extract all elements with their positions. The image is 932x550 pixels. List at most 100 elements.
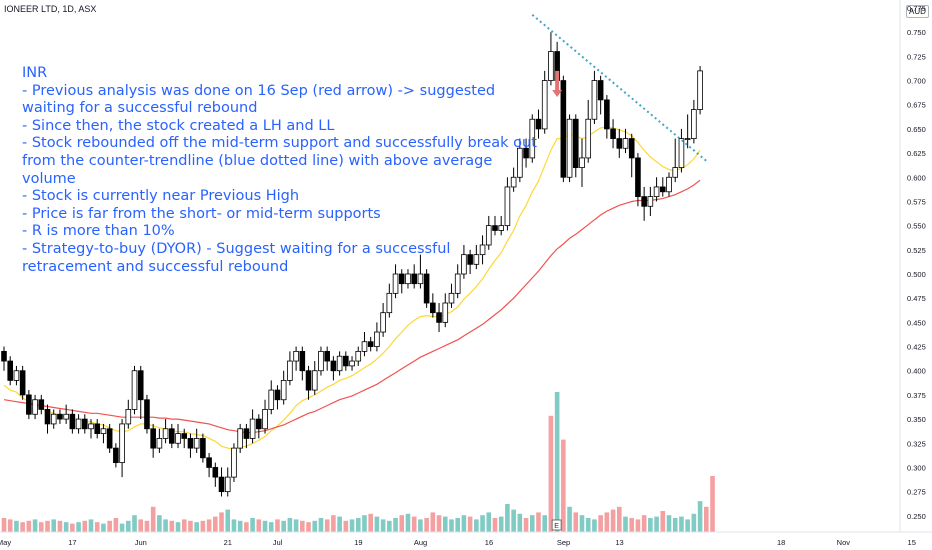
volume-bar [374, 516, 380, 532]
candle-body [75, 418, 82, 430]
volume-bar [641, 515, 647, 532]
candle-body [7, 360, 14, 381]
volume-bar [38, 522, 44, 532]
candle-body [591, 80, 598, 120]
price-tick-label: 0.650 [907, 125, 926, 134]
volume-bar [157, 515, 162, 532]
volume-bar [523, 518, 529, 532]
candle-body [423, 273, 430, 304]
candle-body [287, 360, 293, 381]
volume-bar [349, 519, 355, 532]
volume-bar [14, 520, 19, 532]
candle-body [280, 379, 287, 401]
candle-body [100, 428, 107, 435]
price-tick-label: 0.500 [907, 270, 926, 279]
volume-bar [45, 520, 50, 532]
price-tick-label: 0.325 [907, 439, 926, 448]
candle-body [610, 128, 616, 139]
candle-body [367, 341, 374, 347]
volume-bar [126, 520, 131, 532]
volume-bar [387, 520, 392, 532]
candle-body [88, 423, 94, 430]
price-tick-label: 0.350 [907, 415, 926, 424]
ma-mid-line [3, 179, 701, 434]
volume-bar [57, 520, 63, 532]
note-line: retracement and successful rebound [22, 258, 289, 275]
candle-body [311, 370, 318, 391]
earnings-marker-label: E [554, 523, 559, 530]
volume-bar [554, 392, 560, 532]
volume-bar [244, 522, 249, 532]
price-tick-label: 0.600 [907, 173, 926, 182]
note-line: - Stock rebounded off the mid-term suppo… [22, 135, 537, 152]
candle-body [355, 350, 362, 362]
candle-body [243, 428, 250, 439]
candle-body [572, 118, 579, 169]
candle-body [50, 413, 57, 425]
volume-bar [1, 518, 7, 532]
time-tick-label: 16 [485, 538, 493, 547]
candle-body [616, 138, 623, 149]
volume-bar [592, 519, 597, 532]
volume-bar [436, 515, 442, 532]
candle-body [436, 312, 442, 323]
candle-body [38, 399, 45, 410]
note-line: from the counter-trendline (blue dotted … [22, 152, 493, 169]
volume-bar [275, 519, 280, 532]
volume-bar [368, 513, 373, 532]
candle-body [231, 447, 237, 478]
note-line: - Since then, the stock created a LH and… [22, 117, 335, 134]
volume-bar [449, 519, 454, 532]
volume-bar [498, 516, 504, 532]
candle-body [678, 138, 685, 168]
price-tick-label: 0.300 [907, 463, 926, 472]
candle-body [256, 418, 262, 430]
candle-body [604, 99, 610, 130]
volume-bar [331, 515, 336, 532]
note-line: - Strategy-to-buy (DYOR) - Suggest waiti… [22, 240, 451, 257]
price-axis[interactable]: 0.775 0.750 0.725 0.700 0.675 0.650 0.625 0.600… [899, 0, 926, 532]
volume-bar [63, 522, 69, 532]
time-tick-label: 15 [908, 538, 916, 547]
candle-body [653, 186, 660, 198]
volume-bar [629, 518, 635, 532]
volume-bar [480, 515, 485, 532]
volume-bar [300, 520, 305, 532]
candle-body [579, 157, 585, 169]
candle-body [330, 360, 337, 372]
candle-body [193, 438, 200, 449]
price-tick-label: 0.550 [907, 222, 926, 231]
candle-body [622, 138, 629, 149]
volume-bar [355, 518, 361, 532]
volume-bar [486, 512, 492, 532]
candle-body [63, 413, 69, 420]
volume-bar [455, 518, 460, 532]
candle-body [81, 418, 88, 430]
volume-bar [567, 506, 572, 532]
candle-body [442, 302, 449, 323]
candle-body [392, 273, 399, 294]
volume-bar [225, 509, 231, 532]
volume-bar [51, 519, 57, 532]
time-axis[interactable]: May 17 Jun 21 Jul 19 Aug 16 Sep 13 18 Nov 15 [0, 531, 932, 547]
volume-bar [237, 520, 243, 532]
candle-body [13, 370, 20, 381]
price-candles [1, 32, 703, 497]
currency-badge[interactable]: AUD [906, 5, 929, 18]
volume-bar [213, 516, 218, 532]
note-line: - R is more than 10% [22, 223, 175, 240]
candle-body [150, 428, 156, 449]
candle-body [293, 350, 299, 362]
volume-bar [511, 509, 516, 532]
volume-bar [691, 513, 697, 532]
volume-bar [505, 504, 510, 532]
volume-bar [362, 515, 367, 532]
volume-bar [107, 520, 112, 532]
time-tick-label: Nov [837, 538, 851, 547]
volume-bar [418, 519, 423, 532]
volume-bar [467, 516, 473, 532]
candle-body [181, 433, 188, 439]
candle-body [473, 254, 480, 265]
candle-body [262, 409, 268, 430]
